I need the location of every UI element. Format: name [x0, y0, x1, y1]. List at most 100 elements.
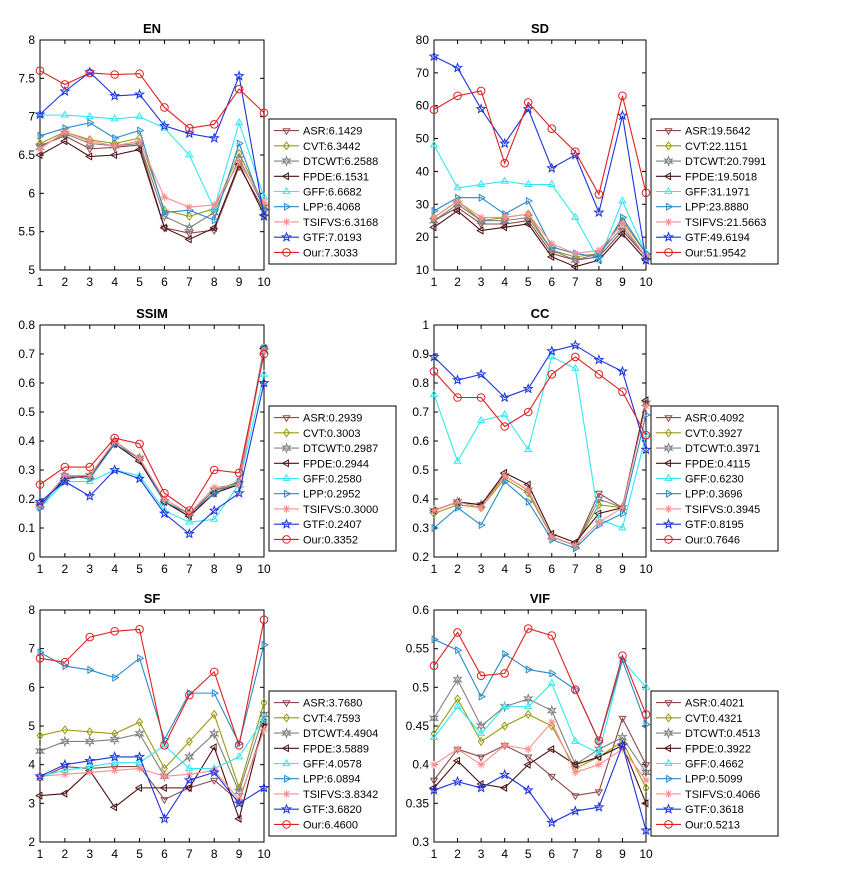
ssim-legend-marker-gtf — [280, 518, 293, 529]
en-legend-entry-dtcwt: DTCWT:6.2588 — [303, 156, 378, 168]
cc-point-lpp — [431, 523, 439, 533]
en-xtick-label: 2 — [62, 275, 69, 289]
sd-point-dtcwt — [475, 214, 487, 227]
en-point-gff — [135, 111, 144, 120]
sd-legend: ASR:19.5642 CVT:22.1151 DTCWT:20.7991 FPDE:… — [650, 118, 779, 265]
ssim-point-dtcwt — [209, 484, 220, 497]
vif-point-gtf — [640, 824, 652, 836]
sd-point-gff — [524, 179, 533, 187]
cc-series-dtcwt — [428, 397, 652, 552]
en-xtick-label: 6 — [161, 275, 168, 289]
en-point-our — [35, 66, 45, 75]
ssim-ytick-label: 0.4 — [18, 434, 35, 448]
cc-point-gff — [500, 410, 509, 418]
sd-point-gtf — [499, 137, 511, 149]
sf-series-gtf — [34, 751, 270, 824]
en-xtick-label: 10 — [257, 275, 271, 289]
sf-point-our — [35, 654, 45, 663]
cc-point-lpp — [620, 509, 628, 518]
cc-legend-entry-gtf: GTF:0.8195 — [685, 519, 744, 531]
sd-point-fpde — [476, 226, 484, 235]
sd-legend-marker-dtcwt — [663, 155, 674, 168]
vif-legend-marker-tsifvs — [664, 790, 673, 798]
sf-point-gtf — [258, 782, 270, 793]
vif-point-gtf — [499, 768, 511, 780]
sd-point-lpp — [431, 206, 439, 216]
sd-legend-entry-tsifvs: TSIFVS:21.5663 — [685, 217, 766, 229]
vif-point-our — [523, 624, 533, 633]
sf-legend-marker-gtf — [280, 803, 293, 814]
sf-point-fpde — [159, 783, 167, 793]
cc-ytick-label: 0.2 — [412, 550, 429, 564]
sf-point-dtcwt — [84, 735, 95, 748]
vif-point-our — [641, 710, 651, 719]
sd-point-our — [476, 86, 486, 96]
cc-point-our — [453, 393, 462, 402]
vif-xtick-label: 2 — [454, 847, 461, 861]
sf-point-lpp — [261, 640, 269, 649]
ssim-legend-entry-gff: GFF:0.2580 — [303, 474, 362, 486]
ssim-line-dtcwt — [39, 350, 265, 515]
sd-point-tsifvs — [500, 213, 509, 222]
sd-ytick-label: 40 — [416, 164, 430, 178]
sf-line-tsifvs — [39, 729, 265, 801]
en-point-lpp — [162, 208, 170, 217]
vif-legend-entry-asr: ASR:0.4021 — [685, 698, 744, 710]
sd-point-fpde — [570, 262, 578, 271]
sf-xtick-label: 10 — [257, 847, 271, 861]
cc-point-gtf — [499, 391, 511, 403]
en-line-gtf — [39, 71, 265, 217]
vif-point-lpp — [478, 692, 486, 701]
cc-point-gff — [453, 456, 462, 464]
vif-point-cvt — [477, 736, 485, 747]
ssim-ytick-label: 0 — [28, 550, 35, 564]
sf-point-fpde — [109, 803, 118, 812]
cc-line-cvt — [433, 403, 647, 547]
ssim-point-fpde — [209, 489, 217, 498]
sd-point-fpde — [499, 223, 508, 232]
ssim-point-gtf — [59, 475, 71, 487]
cc-line-fpde — [433, 400, 647, 544]
en-legend-marker-gff — [282, 186, 291, 194]
cc-point-lpp — [455, 503, 463, 512]
sf-point-lpp — [87, 665, 95, 675]
vif-point-our — [594, 736, 604, 745]
en-point-gtf — [183, 127, 195, 139]
ssim-point-our — [259, 349, 269, 359]
vif-ytick-label: 0.35 — [406, 796, 430, 810]
sf-point-gtf — [109, 751, 121, 762]
ssim-legend-marker-asr — [282, 415, 291, 423]
cc-series-gtf — [428, 339, 652, 455]
en-point-tsifvs — [110, 142, 119, 150]
cc-point-tsifvs — [571, 541, 580, 550]
en-title: EN — [143, 21, 161, 36]
sd-legend-entry-asr: ASR:19.5642 — [685, 126, 750, 138]
sd-point-fpde — [452, 206, 460, 216]
en-point-tsifvs — [185, 203, 194, 211]
sd-point-gtf — [522, 103, 534, 114]
sf-ytick-label: 2 — [28, 835, 35, 849]
ssim-point-our — [110, 433, 119, 443]
en-legend-entry-tsifvs: TSIFVS:6.3168 — [303, 217, 378, 229]
vif-point-gff — [547, 678, 556, 686]
vif-point-dtcwt — [428, 712, 440, 725]
cc-point-gff — [476, 415, 486, 424]
en-point-our — [110, 70, 119, 79]
ssim-point-tsifvs — [185, 509, 194, 518]
sd-ytick-label: 30 — [416, 197, 430, 211]
en-point-our — [160, 103, 169, 112]
sf-point-cvt — [111, 729, 119, 739]
cc-point-our — [618, 387, 627, 397]
sd-point-gtf — [452, 62, 464, 73]
cc-point-gtf — [569, 339, 581, 351]
ssim-legend-entry-dtcwt: DTCWT:0.2987 — [303, 443, 378, 455]
en-point-lpp — [211, 216, 220, 225]
en-point-fpde — [84, 152, 93, 161]
ssim-ytick-label: 0.3 — [18, 463, 35, 477]
en-point-gtf — [109, 90, 121, 101]
ssim-xtick-label: 6 — [161, 562, 168, 576]
en-point-gff — [185, 150, 194, 158]
sd-point-gtf — [593, 206, 605, 218]
sf-legend-marker-gff — [282, 758, 291, 766]
